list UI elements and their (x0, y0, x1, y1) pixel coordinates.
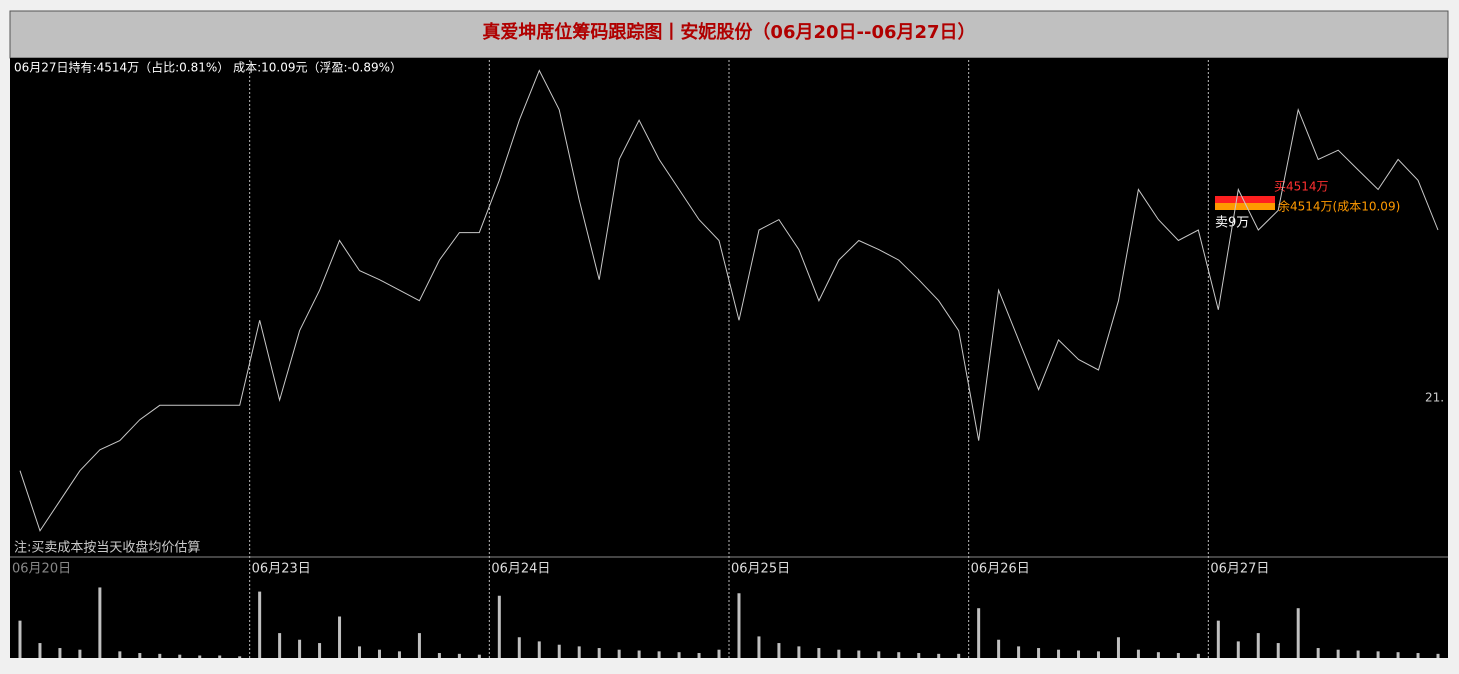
volume-bar (1356, 650, 1360, 658)
volume-bar (238, 656, 242, 658)
volume-bar (637, 650, 641, 658)
volume-bar (1196, 653, 1200, 658)
volume-bar (1336, 649, 1340, 658)
volume-bar (457, 653, 461, 658)
volume-bar (1037, 648, 1041, 658)
volume-bar (338, 616, 342, 658)
volume-bar (1296, 608, 1300, 658)
volume-bar (138, 653, 142, 658)
buy-label: 买4514万 (1274, 180, 1329, 194)
volume-bar (857, 650, 861, 658)
volume-bar (577, 646, 581, 658)
volume-bar (537, 641, 541, 658)
remain-marker (1215, 203, 1275, 210)
volume-bar (1057, 649, 1061, 658)
volume-bar (1376, 651, 1380, 658)
volume-bar (797, 646, 801, 658)
date-label: 06月23日 (252, 562, 311, 577)
volume-bar (1396, 652, 1400, 658)
volume-bar (78, 649, 82, 658)
volume-bar (477, 654, 481, 658)
date-label: 06月20日 (12, 562, 71, 577)
buy-marker (1215, 196, 1275, 203)
sell-label: 卖9万 (1215, 216, 1249, 231)
volume-bar (58, 648, 62, 658)
remain-label: 余4514万(成本10.09) (1278, 199, 1400, 214)
volume-bar (1116, 637, 1120, 658)
volume-bar (1436, 653, 1440, 658)
volume-bar (837, 649, 841, 658)
chart-title: 真爱坤席位筹码跟踪图丨安妮股份（06月20日--06月27日） (482, 21, 975, 43)
volume-bar (497, 595, 501, 658)
volume-bar (1236, 641, 1240, 658)
volume-bar (897, 652, 901, 658)
volume-bar (98, 587, 102, 658)
volume-bar (1136, 649, 1140, 658)
volume-bar (158, 653, 162, 658)
volume-bar (957, 653, 961, 658)
volume-bar (917, 653, 921, 658)
volume-bar (557, 644, 561, 658)
volume-bar (38, 643, 42, 658)
volume-bar (1256, 633, 1260, 658)
volume-bar (1077, 650, 1081, 658)
volume-bar (358, 646, 362, 658)
volume-bar (1017, 646, 1021, 658)
volume-bar (18, 620, 22, 658)
volume-bar (1216, 620, 1220, 658)
volume-bar (597, 648, 601, 658)
volume-bar (198, 655, 202, 658)
title-bar (9, 10, 1449, 59)
volume-bar (1316, 648, 1320, 658)
holding-info: 06月27日持有:4514万（占比:0.81%） 成本:10.09元（浮盈:-0… (14, 60, 402, 75)
volume-bar (1156, 652, 1160, 658)
date-label: 06月26日 (971, 562, 1030, 577)
volume-bar (657, 651, 661, 658)
date-label: 06月27日 (1210, 562, 1269, 577)
price-line (19, 69, 1439, 532)
volume-bar (977, 608, 981, 658)
volume-bar (118, 651, 122, 658)
volume-bar (877, 651, 881, 658)
volume-bar (677, 652, 681, 658)
volume-bar (318, 643, 322, 658)
volume-bar (777, 643, 781, 658)
volume-bar (1176, 653, 1180, 658)
volume-bar (697, 653, 701, 658)
volume-bar (258, 591, 262, 658)
volume-bar (717, 649, 721, 658)
volume-bar (997, 639, 1001, 658)
volume-bar (417, 633, 421, 658)
edge-label: 21. (1425, 391, 1444, 405)
volume-bar (298, 639, 302, 658)
volume-bar (377, 649, 381, 658)
date-label: 06月24日 (491, 562, 550, 577)
volume-bar (757, 636, 761, 658)
volume-bar (817, 648, 821, 658)
volume-bar (278, 633, 282, 658)
volume-bar (178, 654, 182, 658)
volume-bar (1416, 653, 1420, 658)
volume-bar (1096, 651, 1100, 658)
volume-bar (617, 649, 621, 658)
volume-bar (737, 593, 741, 658)
note: 注:买卖成本按当天收盘均价估算 (14, 540, 200, 556)
volume-bar (937, 653, 941, 658)
date-label: 06月25日 (731, 562, 790, 577)
volume-bar (1276, 643, 1280, 658)
volume-bar (517, 637, 521, 658)
volume-bar (397, 651, 401, 658)
volume-bar (437, 653, 441, 658)
volume-bar (218, 655, 222, 658)
